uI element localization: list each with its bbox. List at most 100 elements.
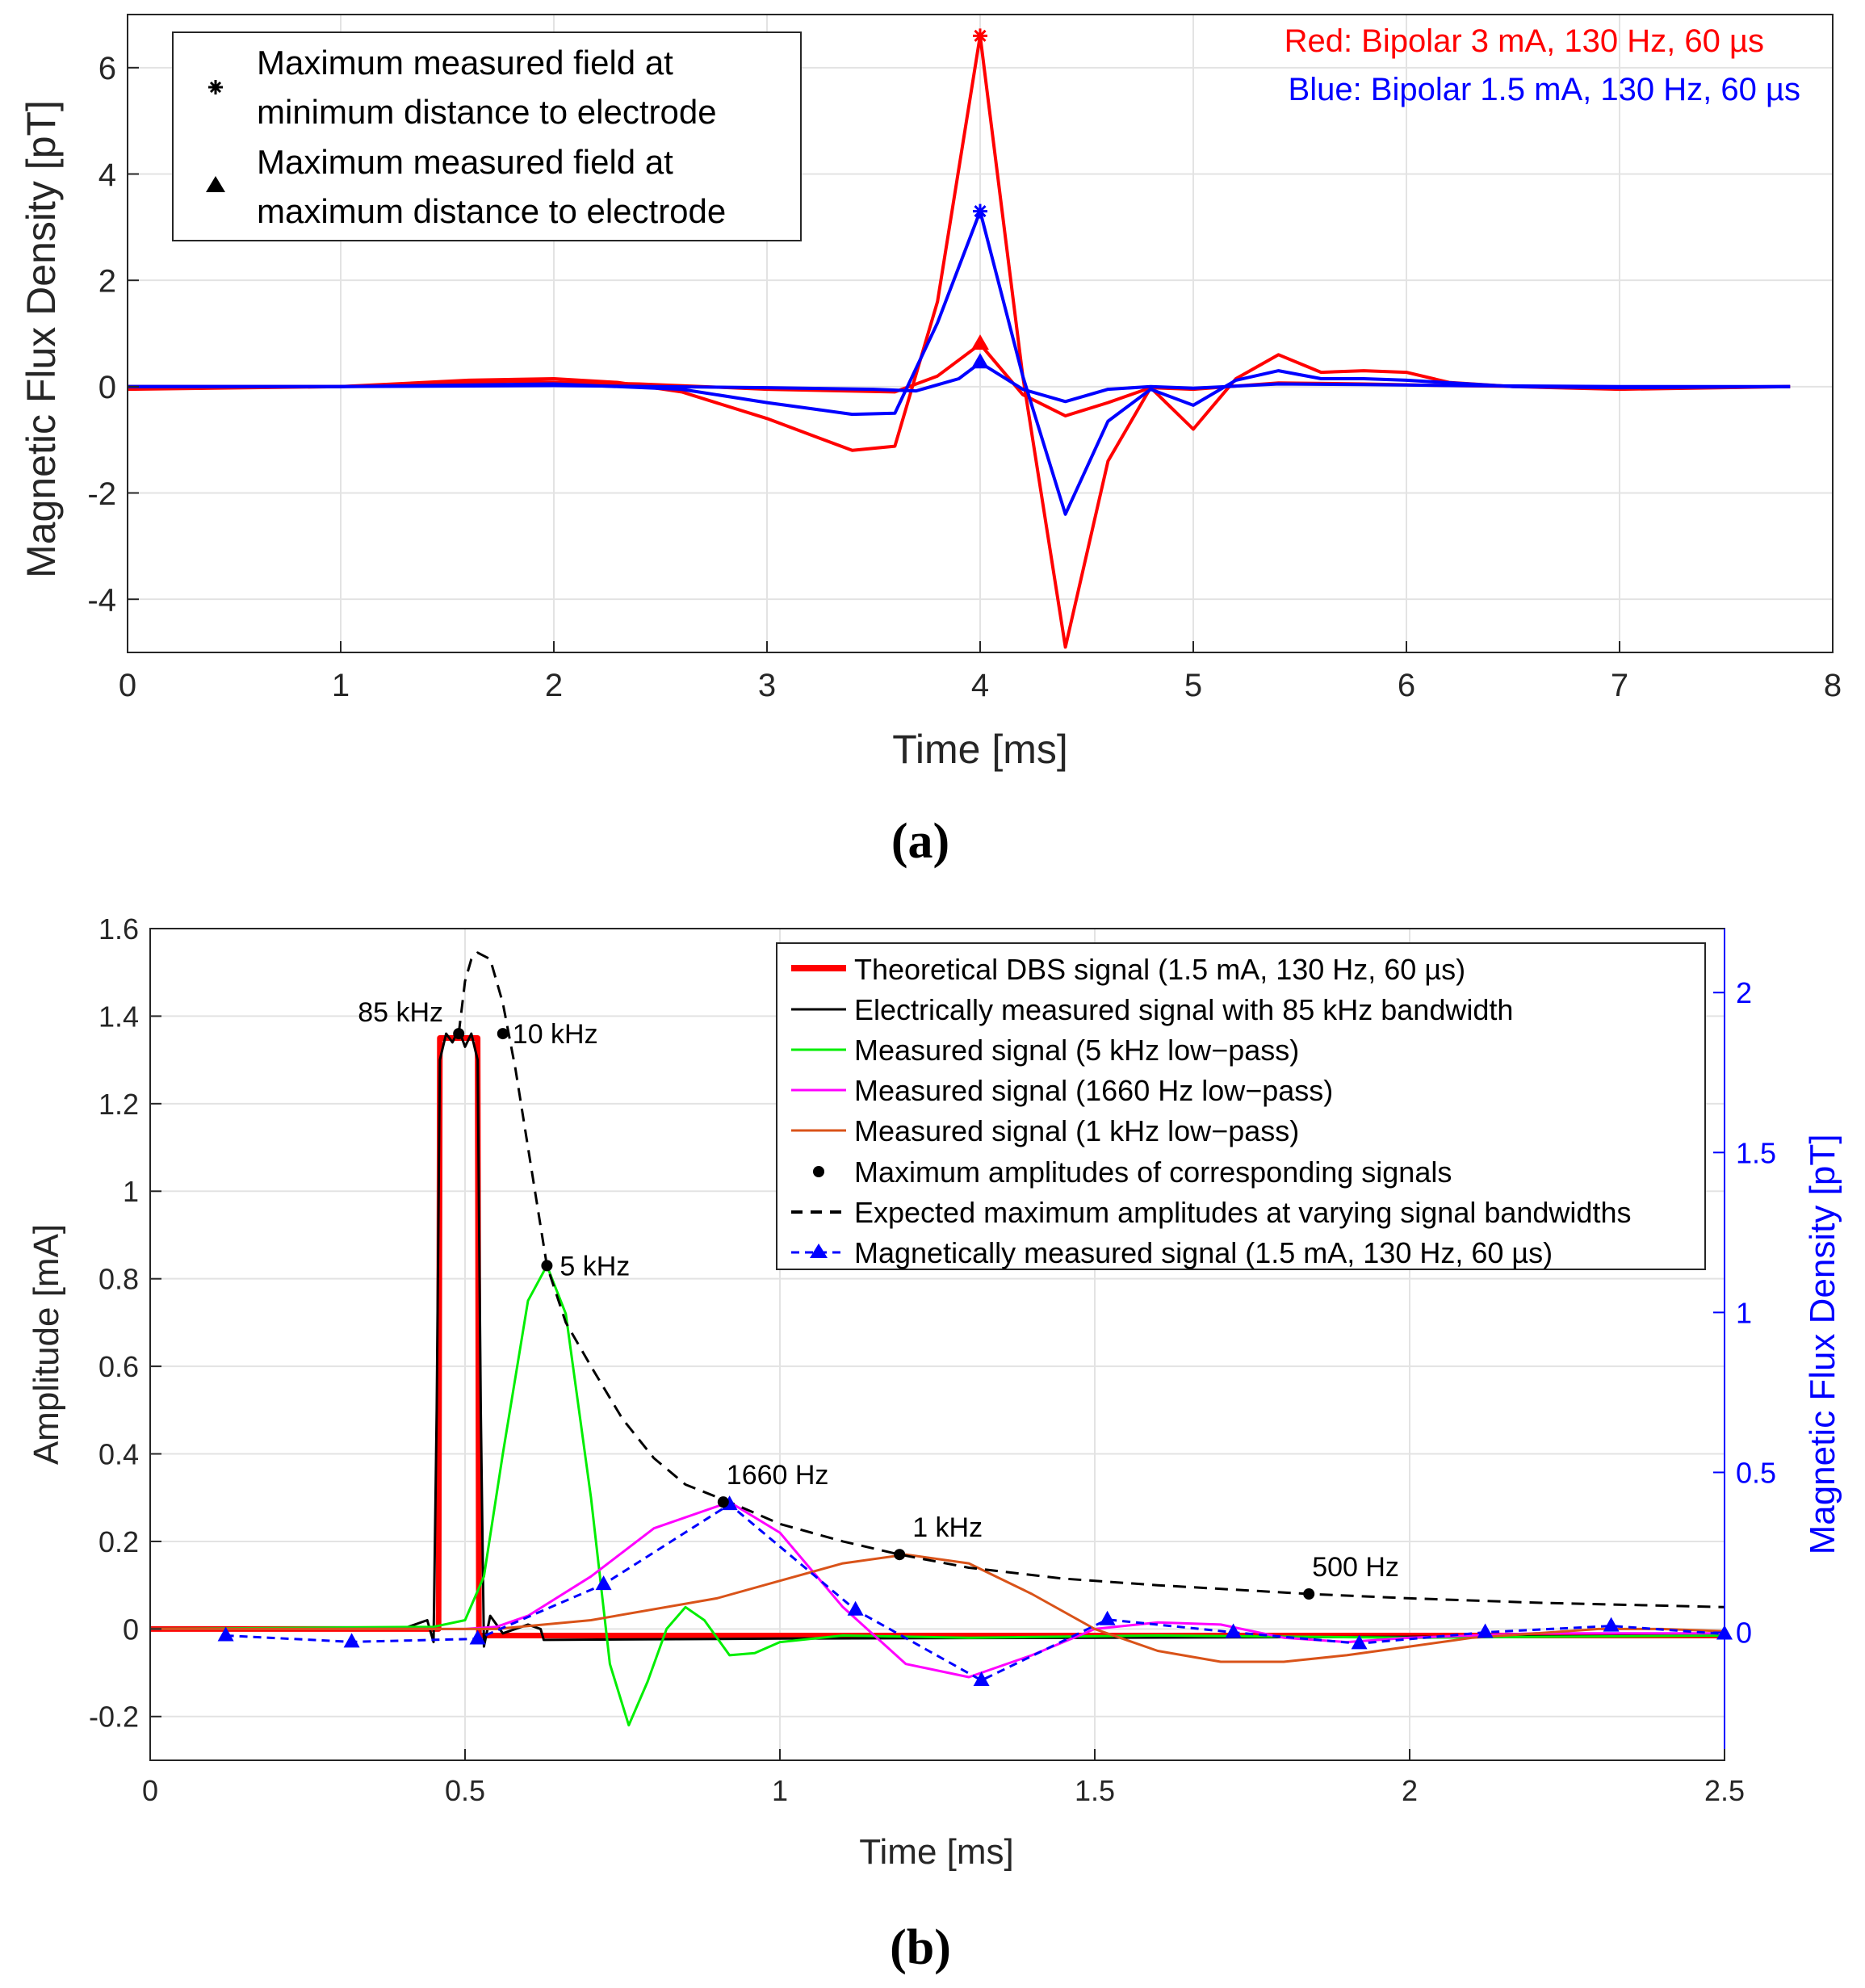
legend-label-a2-line1: Maximum measured field at — [257, 143, 673, 181]
y2-ticks-b: 0 0.5 1 1.5 2 — [1713, 976, 1776, 1649]
max-amplitude-point — [894, 1549, 906, 1561]
x-axis-label-a: Time [ms] — [892, 727, 1068, 772]
max-amplitude-point — [453, 1028, 465, 1040]
magnetic-data-point — [1603, 1617, 1620, 1632]
max-amplitude-point — [497, 1028, 509, 1040]
legend-label-5khz: Measured signal (5 kHz low−pass) — [854, 1034, 1299, 1067]
x-tick-label: 1.5 — [1075, 1774, 1115, 1807]
legend-label-max-amplitudes: Maximum amplitudes of corresponding sign… — [854, 1155, 1452, 1189]
y-tick-label: 0 — [123, 1613, 139, 1646]
y-tick-label: 0.8 — [98, 1263, 139, 1296]
x-tick-label: 1 — [772, 1774, 788, 1807]
legend-label-theoretical: Theoretical DBS signal (1.5 mA, 130 Hz, … — [854, 953, 1465, 986]
panel-label-b: (b) — [890, 1920, 951, 1975]
y-ticks-a: -4 -2 0 2 4 6 — [87, 51, 139, 619]
max-point-label: 1 kHz — [912, 1512, 983, 1543]
max-point-label: 85 kHz — [358, 997, 443, 1028]
x-tick-label: 0 — [119, 668, 136, 703]
y2-axis-label-b: Magnetic Flux Density [pT] — [1803, 1135, 1842, 1555]
series-line-measured-signal-1-khz-low-pass — [150, 1553, 1725, 1663]
y-tick-label: 0.4 — [98, 1437, 139, 1470]
series-line-blue-minimum-distance-1-5-ma — [128, 209, 1791, 516]
y-tick-label: 0.6 — [98, 1350, 139, 1383]
y2-tick-label: 1 — [1736, 1296, 1752, 1329]
y-tick-label: 1.2 — [98, 1088, 139, 1121]
max-point-label: 500 Hz — [1312, 1552, 1399, 1583]
x-tick-label: 0.5 — [445, 1774, 485, 1807]
magnetic-data-point — [1351, 1634, 1368, 1650]
x-tick-label: 2 — [545, 668, 563, 703]
panel-label-a: (a) — [891, 814, 949, 869]
triangle-icon — [810, 1244, 828, 1258]
x-tick-label: 0 — [142, 1774, 158, 1807]
x-tick-label: 3 — [758, 668, 776, 703]
asterisk-icon — [208, 80, 223, 94]
legend-entry-5khz: Measured signal (5 kHz low−pass) — [791, 1034, 1299, 1067]
x-tick-label: 6 — [1398, 668, 1415, 703]
series-line-electrically-measured-signal-with-85-khz-bandwidth — [150, 1028, 1725, 1648]
magnetic-data-point — [343, 1633, 360, 1648]
marker-asterisk — [973, 203, 987, 219]
legend-b: Theoretical DBS signal (1.5 mA, 130 Hz, … — [776, 942, 1706, 1270]
chart-a: 0 1 2 3 4 5 6 7 8 -4 -2 0 2 4 6 Time [ms] Magnetic Fl… — [19, 14, 1842, 869]
annotation-red: Red: Bipolar 3 mA, 130 Hz, 60 µs — [1285, 23, 1764, 59]
legend-entry-1khz: Measured signal (1 kHz low−pass) — [791, 1114, 1299, 1147]
y-tick-label: -4 — [87, 583, 116, 619]
legend-label-1660hz: Measured signal (1660 Hz low−pass) — [854, 1074, 1333, 1107]
legend-label-a1-line1: Maximum measured field at — [257, 44, 673, 82]
legend-label-electrical: Electrically measured signal with 85 kHz… — [854, 993, 1513, 1026]
y2-tick-label: 0.5 — [1736, 1456, 1776, 1489]
legend-box-b — [776, 942, 1706, 1270]
legend-label-1khz: Measured signal (1 kHz low−pass) — [854, 1114, 1299, 1147]
y2-tick-label: 2 — [1736, 976, 1752, 1009]
magnetic-data-point — [1225, 1623, 1242, 1638]
x-ticks-a: 0 1 2 3 4 5 6 7 8 — [119, 641, 1842, 703]
magnetic-data-point — [973, 1671, 990, 1686]
legend-entry-1660hz: Measured signal (1660 Hz low−pass) — [791, 1074, 1333, 1107]
legend-a: Maximum measured field at minimum distan… — [172, 31, 802, 241]
y-axis-label-a: Magnetic Flux Density [pT] — [19, 100, 64, 578]
legend-entry-max-distance: Maximum measured field at maximum distan… — [206, 143, 726, 230]
chart-b: 85 kHz 10 kHz 5 kHz 1660 Hz 1 kHz 500 Hz 0 0.5… — [27, 912, 1842, 1975]
y-tick-label: 0.2 — [98, 1525, 139, 1558]
annotation-blue: Blue: Bipolar 1.5 mA, 130 Hz, 60 µs — [1289, 72, 1800, 107]
legend-entry-magnetic: Magnetically measured signal (1.5 mA, 13… — [791, 1236, 1553, 1269]
y2-tick-label: 0 — [1736, 1616, 1752, 1649]
x-tick-label: 2 — [1402, 1774, 1418, 1807]
max-point-label: 5 kHz — [560, 1251, 630, 1281]
legend-label-magnetic: Magnetically measured signal (1.5 mA, 13… — [854, 1236, 1553, 1269]
markers-group-a — [971, 28, 989, 369]
dot-icon — [813, 1166, 824, 1177]
x-tick-label: 4 — [971, 668, 989, 703]
y-axis-label-b: Amplitude [mA] — [27, 1224, 66, 1465]
legend-entry-electrical: Electrically measured signal with 85 kHz… — [791, 993, 1513, 1026]
y-tick-label: 1.4 — [98, 1000, 139, 1033]
y-tick-label: 6 — [98, 51, 116, 86]
series-line-expected-maximum-amplitudes-at-varying-signal-bandwidths — [457, 951, 1725, 1608]
x-ticks-b: 0 0.5 1 1.5 2 2.5 — [142, 1749, 1745, 1807]
series-line-measured-signal-1660-hz-low-pass — [150, 1500, 1725, 1679]
legend-label-expected: Expected maximum amplitudes at varying s… — [854, 1196, 1631, 1229]
x-tick-label: 2.5 — [1704, 1774, 1745, 1807]
legend-entry-min-distance: Maximum measured field at minimum distan… — [208, 44, 717, 131]
marker-triangle — [971, 353, 989, 369]
y2-tick-label: 1.5 — [1736, 1136, 1776, 1169]
legend-label-a1-line2: minimum distance to electrode — [257, 93, 717, 131]
marker-triangle — [971, 334, 989, 350]
max-amplitude-point — [541, 1260, 553, 1272]
legend-label-a2-line2: maximum distance to electrode — [257, 192, 726, 230]
x-axis-label-b: Time [ms] — [859, 1832, 1013, 1872]
max-amplitude-point — [1303, 1588, 1315, 1600]
magnetic-data-point — [1099, 1610, 1116, 1625]
y-tick-label: 1 — [123, 1175, 139, 1208]
legend-entry-theoretical: Theoretical DBS signal (1.5 mA, 130 Hz, … — [791, 953, 1465, 986]
legend-entry-expected: Expected maximum amplitudes at varying s… — [791, 1196, 1631, 1229]
y-tick-label: 2 — [98, 264, 116, 300]
legend-box-a — [172, 31, 802, 241]
x-tick-label: 7 — [1611, 668, 1628, 703]
series-group-b — [149, 951, 1733, 1727]
magnetic-data-point — [847, 1600, 864, 1616]
max-point-label: 10 kHz — [513, 1019, 598, 1050]
y-ticks-b: -0.2 0 0.2 0.4 0.6 0.8 1 1.2 1.4 1.6 — [89, 912, 161, 1734]
